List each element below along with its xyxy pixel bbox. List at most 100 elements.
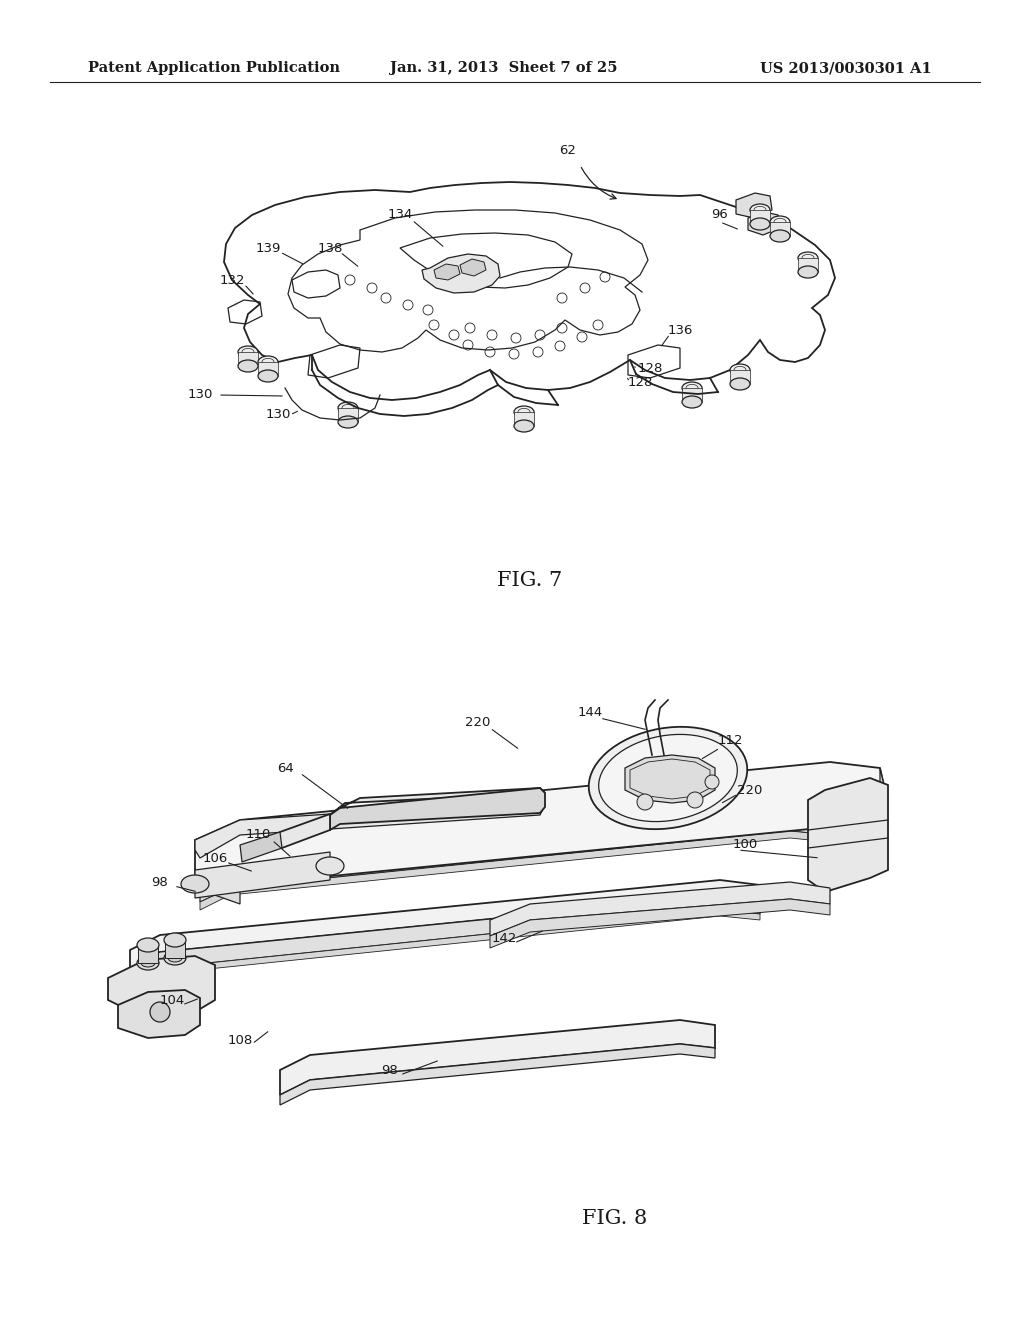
Ellipse shape [316, 857, 344, 875]
Ellipse shape [137, 956, 159, 970]
Polygon shape [750, 210, 770, 224]
Text: 98: 98 [382, 1064, 398, 1077]
Ellipse shape [798, 267, 818, 279]
Ellipse shape [514, 407, 534, 418]
Ellipse shape [730, 378, 750, 389]
Ellipse shape [258, 370, 278, 381]
Polygon shape [736, 193, 772, 218]
Ellipse shape [137, 939, 159, 952]
Ellipse shape [258, 356, 278, 368]
Ellipse shape [682, 396, 702, 408]
Polygon shape [240, 832, 282, 862]
Polygon shape [490, 899, 830, 948]
Polygon shape [195, 873, 240, 904]
Ellipse shape [514, 420, 534, 432]
Ellipse shape [730, 364, 750, 376]
Polygon shape [200, 800, 830, 886]
Polygon shape [434, 264, 460, 280]
Text: 112: 112 [717, 734, 742, 747]
Text: FIG. 8: FIG. 8 [583, 1209, 647, 1228]
Ellipse shape [164, 933, 186, 946]
Polygon shape [330, 788, 545, 814]
Polygon shape [108, 956, 215, 1018]
Text: 136: 136 [668, 323, 692, 337]
Ellipse shape [798, 252, 818, 264]
Text: 139: 139 [255, 242, 281, 255]
Polygon shape [195, 762, 885, 884]
Ellipse shape [589, 727, 748, 829]
Polygon shape [808, 777, 888, 892]
Polygon shape [330, 788, 545, 830]
Text: 106: 106 [203, 851, 227, 865]
Polygon shape [130, 909, 760, 987]
Polygon shape [625, 755, 715, 803]
Polygon shape [422, 253, 500, 293]
Text: 128: 128 [637, 362, 663, 375]
Polygon shape [130, 896, 760, 982]
Ellipse shape [750, 205, 770, 216]
Polygon shape [748, 213, 780, 235]
Polygon shape [200, 816, 830, 902]
Text: 130: 130 [265, 408, 291, 421]
Polygon shape [280, 1044, 715, 1105]
Ellipse shape [338, 403, 358, 414]
Ellipse shape [181, 875, 209, 894]
Ellipse shape [141, 960, 155, 968]
Ellipse shape [238, 360, 258, 372]
Text: 128: 128 [628, 375, 652, 388]
Polygon shape [130, 880, 760, 968]
Text: 100: 100 [732, 838, 758, 851]
Text: 98: 98 [152, 875, 168, 888]
Text: Patent Application Publication: Patent Application Publication [88, 61, 340, 75]
Text: 96: 96 [712, 209, 728, 222]
Polygon shape [880, 768, 885, 814]
Polygon shape [195, 851, 330, 898]
Text: 138: 138 [317, 242, 343, 255]
Text: 220: 220 [737, 784, 763, 796]
Circle shape [637, 795, 653, 810]
Polygon shape [165, 940, 185, 958]
Ellipse shape [770, 216, 790, 228]
Polygon shape [200, 832, 830, 909]
Polygon shape [460, 259, 486, 276]
Polygon shape [682, 388, 702, 403]
Polygon shape [280, 1020, 715, 1096]
Text: 64: 64 [276, 762, 293, 775]
Polygon shape [118, 990, 200, 1038]
Ellipse shape [238, 346, 258, 358]
Text: FIG. 7: FIG. 7 [498, 570, 562, 590]
Ellipse shape [750, 218, 770, 230]
Polygon shape [770, 222, 790, 236]
Circle shape [705, 775, 719, 789]
Polygon shape [238, 352, 258, 366]
Polygon shape [258, 362, 278, 376]
Ellipse shape [164, 950, 186, 965]
Polygon shape [798, 257, 818, 272]
Ellipse shape [338, 416, 358, 428]
Text: 144: 144 [578, 705, 603, 718]
Text: 62: 62 [559, 144, 577, 157]
Polygon shape [195, 800, 545, 858]
Polygon shape [490, 882, 830, 936]
Text: 108: 108 [227, 1034, 253, 1047]
Text: 142: 142 [492, 932, 517, 945]
Ellipse shape [599, 734, 737, 821]
Text: 132: 132 [219, 273, 245, 286]
Polygon shape [514, 412, 534, 426]
Polygon shape [730, 370, 750, 384]
Text: 220: 220 [465, 715, 490, 729]
Text: 104: 104 [160, 994, 184, 1006]
Circle shape [150, 1002, 170, 1022]
Text: 130: 130 [187, 388, 213, 401]
Text: 134: 134 [387, 209, 413, 222]
Text: 110: 110 [246, 829, 270, 842]
Circle shape [687, 792, 703, 808]
Ellipse shape [770, 230, 790, 242]
Ellipse shape [682, 381, 702, 393]
Text: US 2013/0030301 A1: US 2013/0030301 A1 [760, 61, 932, 75]
Polygon shape [138, 945, 158, 964]
Text: Jan. 31, 2013  Sheet 7 of 25: Jan. 31, 2013 Sheet 7 of 25 [390, 61, 617, 75]
Ellipse shape [168, 954, 182, 962]
Polygon shape [275, 814, 330, 847]
Polygon shape [338, 408, 358, 422]
